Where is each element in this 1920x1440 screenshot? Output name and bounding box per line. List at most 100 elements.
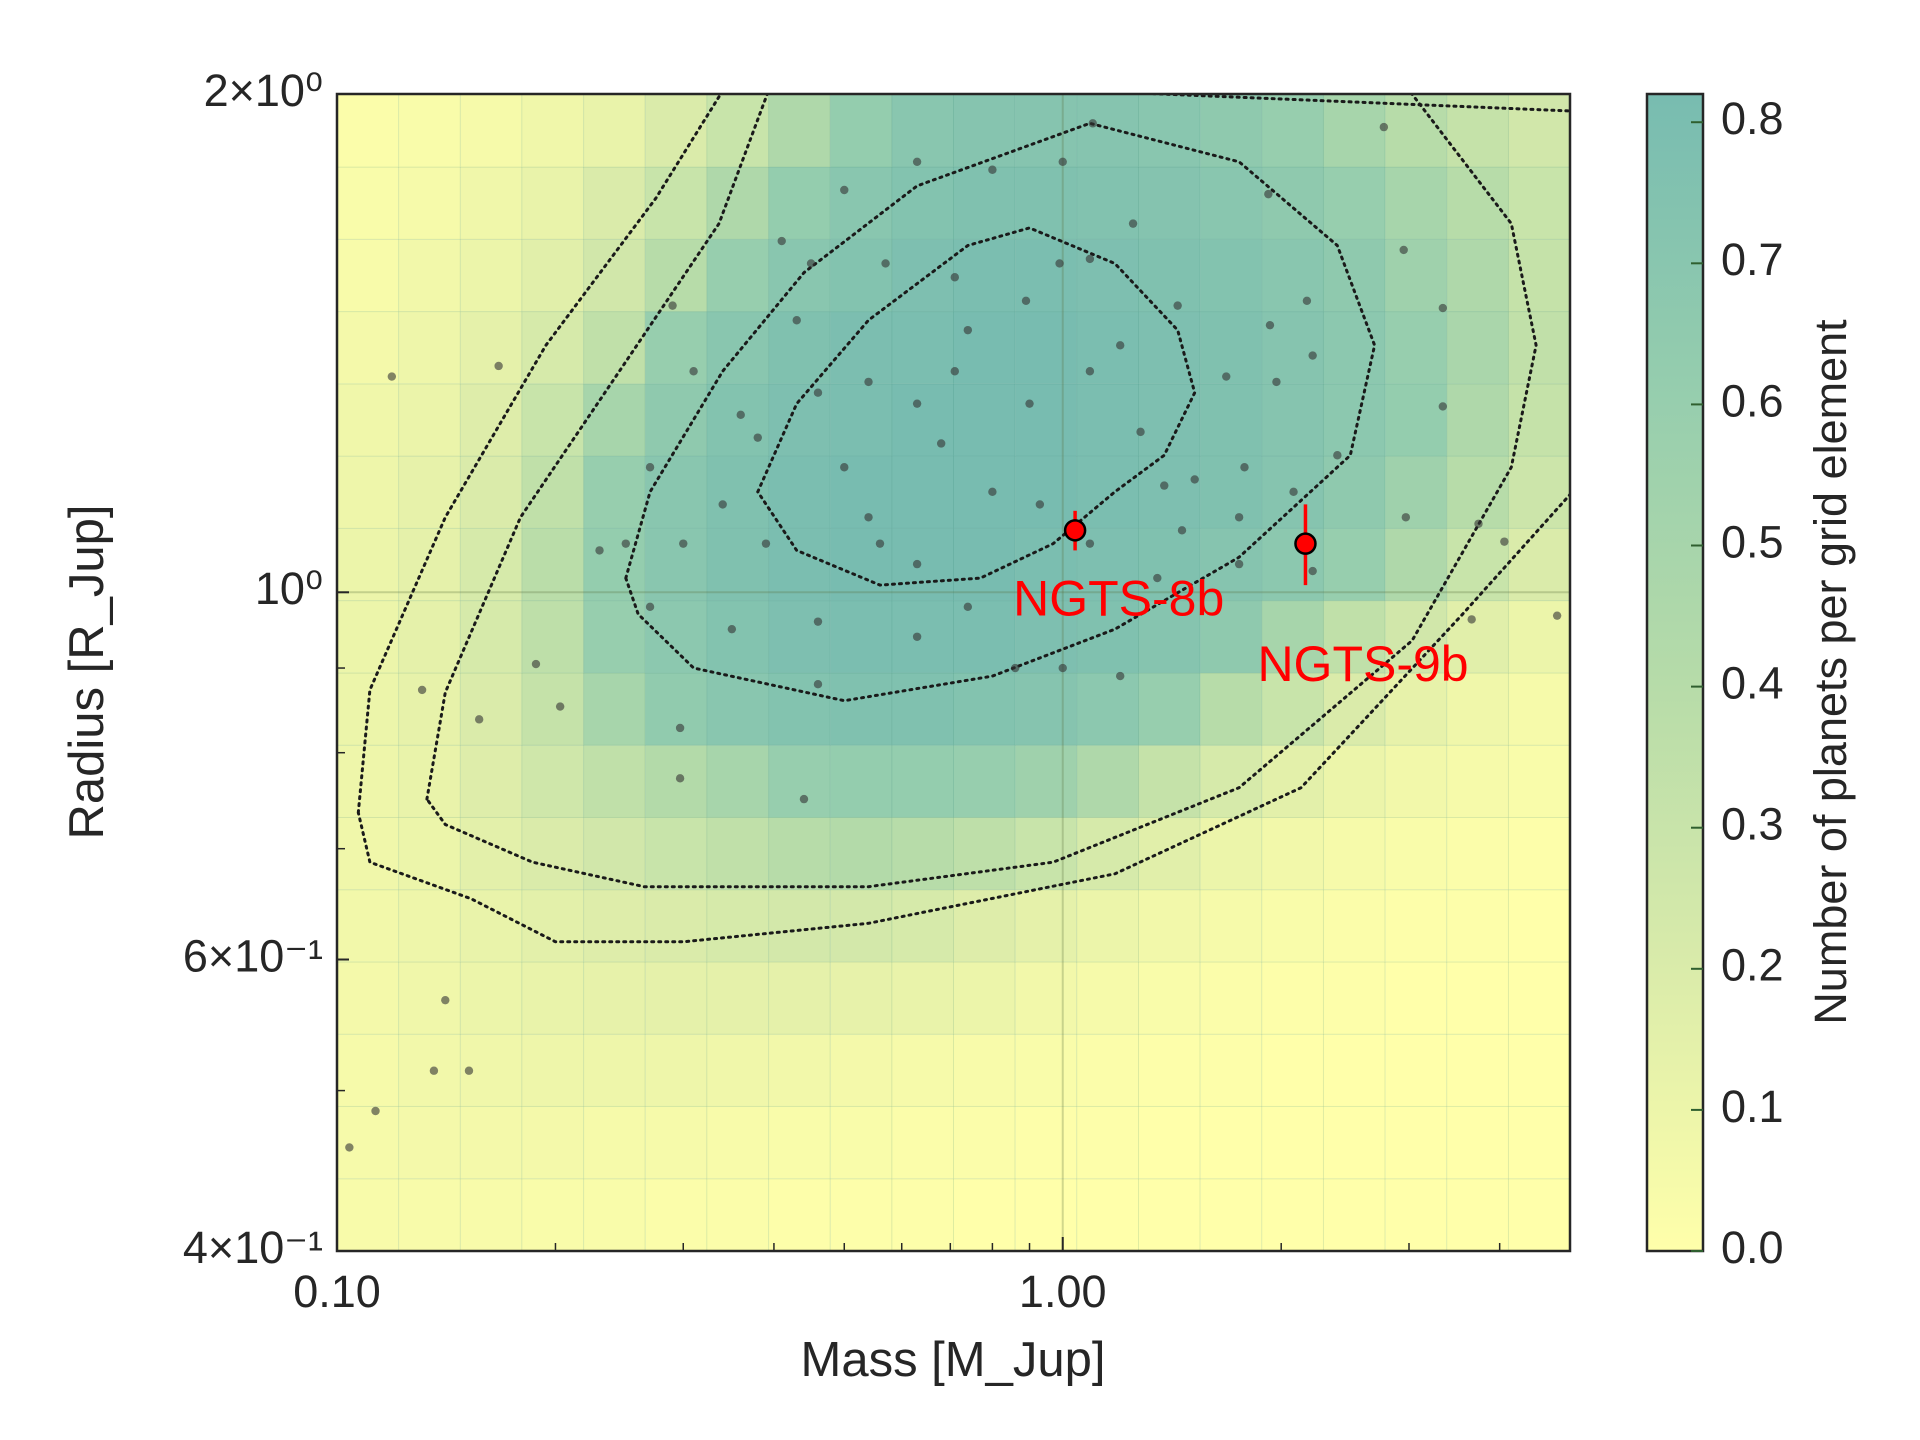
- planet-point: [875, 539, 885, 548]
- heat-cell: [583, 672, 646, 746]
- planet-point: [1085, 254, 1095, 264]
- heat-cell: [459, 1178, 523, 1251]
- heat-cell: [1076, 672, 1139, 746]
- heat-cell: [583, 816, 646, 891]
- planet-point: [988, 487, 997, 497]
- heat-cell: [1076, 600, 1139, 674]
- heat-cell: [398, 1105, 461, 1180]
- heat-cell: [1199, 1105, 1263, 1180]
- planet-point: [936, 439, 946, 448]
- heat-cell: [1199, 744, 1263, 818]
- scatter: [345, 119, 1562, 1152]
- planet-point: [950, 273, 959, 282]
- planet-point: [1085, 367, 1095, 376]
- planet-point: [718, 500, 727, 509]
- heat-cell: [829, 961, 893, 1035]
- planet-point: [1240, 463, 1249, 472]
- heat-cell: [891, 311, 954, 385]
- heat-cell: [952, 744, 1016, 818]
- heat-cell: [1322, 600, 1386, 674]
- heat-cell: [1014, 455, 1078, 529]
- planet-point: [1058, 157, 1067, 166]
- colorbar-tick-label: 0.1: [1721, 1081, 1784, 1132]
- heat-cell: [1137, 94, 1201, 168]
- heat-cell: [337, 600, 400, 674]
- heat-cell: [398, 166, 461, 240]
- heat-cell: [1446, 600, 1509, 674]
- heat-cell: [459, 1105, 523, 1180]
- heat-cell: [1261, 816, 1324, 891]
- heat-cell: [1076, 1033, 1139, 1107]
- heat-cell: [952, 1033, 1016, 1107]
- planet-point: [1438, 303, 1448, 313]
- heat-cell: [1199, 311, 1263, 385]
- heat-cell: [398, 744, 461, 818]
- heat-cell: [398, 527, 461, 602]
- heat-cell: [1507, 527, 1570, 602]
- contour-line: [356, 94, 1570, 944]
- planet-label: NGTS-8b: [1013, 571, 1224, 627]
- heat-cell: [644, 1033, 708, 1107]
- heat-cell: [891, 455, 954, 529]
- heat-cell: [398, 455, 461, 529]
- heat-cell: [768, 166, 831, 240]
- heat-cell: [768, 961, 831, 1035]
- planet-point: [1010, 663, 1020, 673]
- heat-cell: [644, 961, 708, 1035]
- heat-cell: [521, 672, 585, 746]
- heat-cell: [1446, 961, 1509, 1035]
- y-tick-label: 4×10⁻¹: [183, 1222, 323, 1273]
- planet-point: [1088, 119, 1097, 128]
- heat-cell: [1261, 961, 1324, 1035]
- planet-point: [1308, 351, 1317, 360]
- heat-cell: [644, 311, 708, 385]
- heat-cell: [706, 527, 770, 602]
- planet-label: NGTS-9b: [1257, 636, 1468, 692]
- planet-point: [621, 539, 630, 548]
- heat-cell: [1261, 600, 1324, 674]
- heat-cell: [829, 672, 893, 746]
- heat-cell: [521, 311, 585, 385]
- heat-cell: [398, 311, 461, 385]
- x-tick-label: 0.10: [293, 1266, 381, 1317]
- heat-cell: [521, 744, 585, 818]
- planet-point: [1177, 526, 1187, 535]
- heat-cell: [891, 1033, 954, 1107]
- planet-point: [912, 632, 922, 641]
- planet-point: [813, 388, 823, 397]
- planet-point: [1308, 566, 1317, 576]
- planet-point: [1302, 296, 1312, 306]
- heat-cell: [1076, 961, 1139, 1035]
- heat-cell: [1322, 1105, 1386, 1180]
- heat-cell: [1076, 383, 1139, 457]
- heat-cell: [337, 1033, 400, 1107]
- heat-cell: [583, 527, 646, 602]
- heat-cell: [459, 94, 523, 168]
- heat-cell: [891, 94, 954, 168]
- heat-cell: [583, 889, 646, 963]
- heat-cell: [1384, 1105, 1448, 1180]
- heat-cell: [459, 383, 523, 457]
- heat-cell: [952, 383, 1016, 457]
- planet-point: [777, 236, 786, 246]
- y-tick-label: 2×10⁰: [204, 65, 323, 116]
- heat-cell: [1137, 672, 1201, 746]
- heat-cell: [1014, 1178, 1078, 1251]
- planet-point: [806, 259, 816, 268]
- planet-point: [1500, 537, 1509, 546]
- planet-point: [950, 367, 959, 376]
- planet-point: [345, 1143, 354, 1152]
- heat-cell: [891, 672, 954, 746]
- heat-cell: [521, 961, 585, 1035]
- heat-cell: [1384, 816, 1448, 891]
- planet-point: [679, 539, 688, 548]
- heat-cell: [521, 600, 585, 674]
- heat-cell: [644, 455, 708, 529]
- heat-cell: [1322, 1033, 1386, 1107]
- heat-cell: [459, 311, 523, 385]
- heat-cell: [1322, 94, 1386, 168]
- heat-cell: [1384, 238, 1448, 313]
- heat-cell: [337, 744, 400, 818]
- heat-cell: [1322, 238, 1386, 313]
- heat-cell: [583, 1105, 646, 1180]
